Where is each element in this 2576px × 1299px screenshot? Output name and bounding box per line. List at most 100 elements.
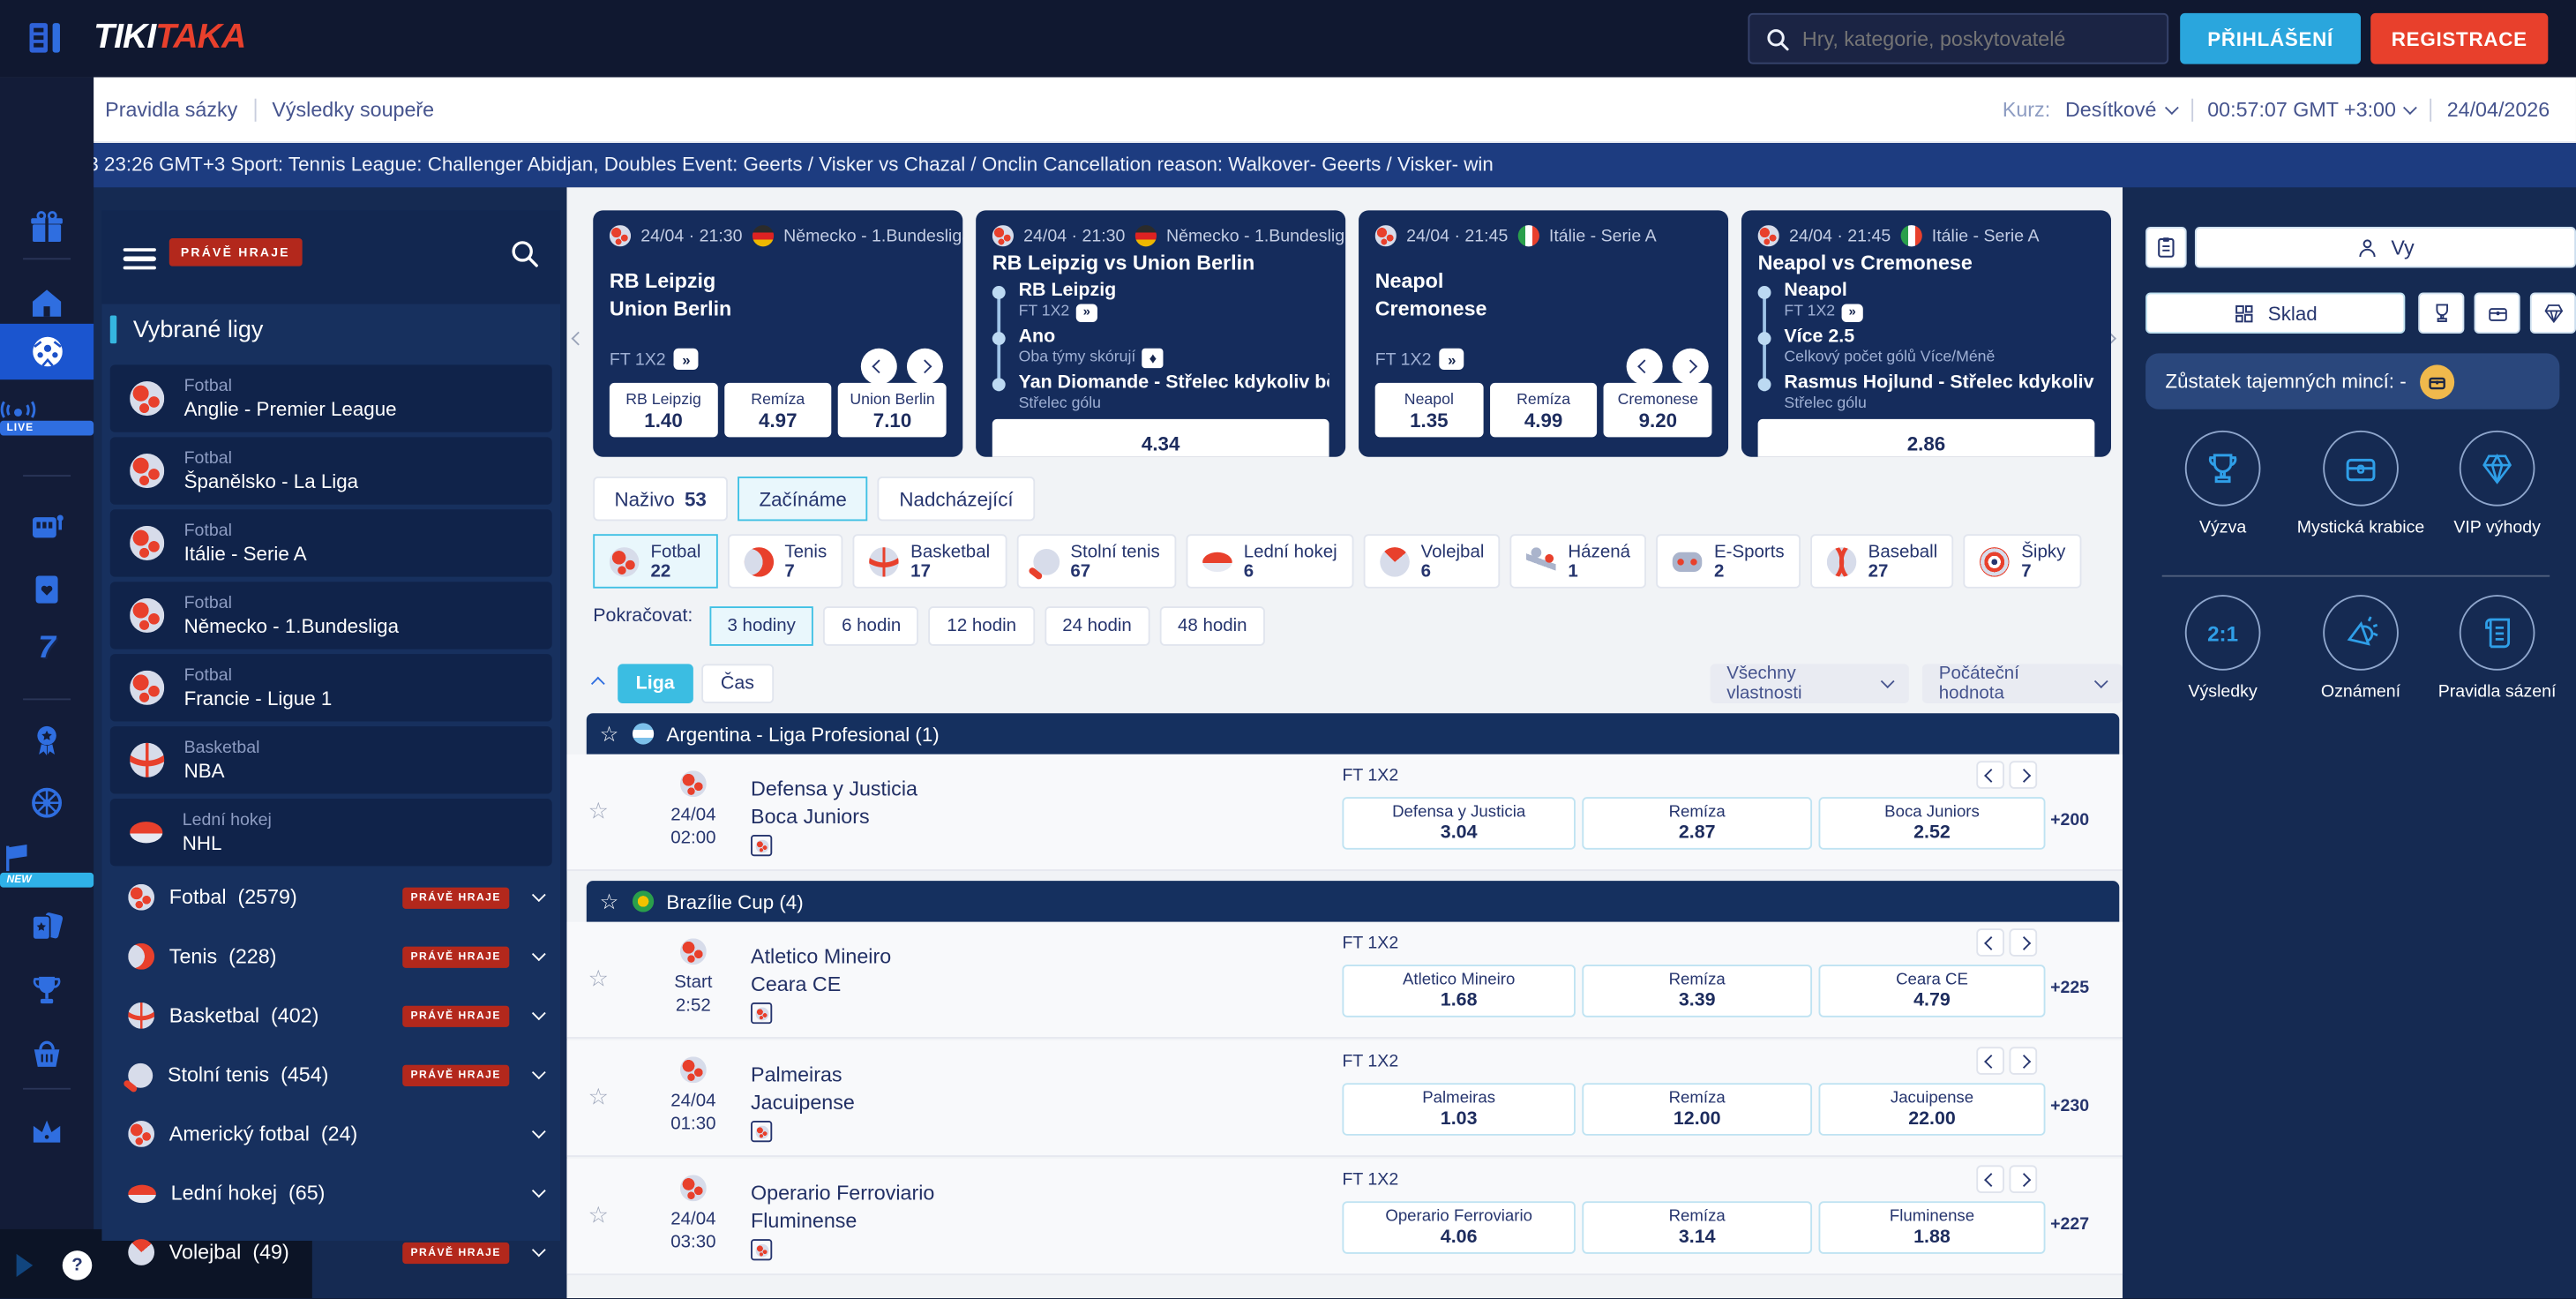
featured-league-item[interactable]: Fotbal Německo - 1.Bundesliga [109,582,552,650]
sports-soccer-icon[interactable] [0,332,94,372]
more-markets-link[interactable]: +225 [2050,978,2090,998]
sport-category-row[interactable]: Volejbal (49) PRÁVĚ HRAJE [101,1223,560,1282]
properties-dropdown[interactable]: Všechny vlastnosti [1710,664,1910,704]
featured-league-item[interactable]: Fotbal Itálie - Serie A [109,509,552,577]
tab-cas[interactable]: Čas [700,664,775,704]
star-icon[interactable]: ☆ [599,720,619,746]
odds-format-select[interactable]: Desítkové [2065,99,2179,122]
chip-hazena[interactable]: Házená 1 [1510,534,1647,589]
sidebar-search-icon[interactable] [511,240,539,268]
featured-league-item[interactable]: Lední hokej NHL [109,799,552,867]
shop-basket-icon[interactable] [0,1035,94,1073]
chip-stolni-tenis[interactable]: Stolní tenis 67 [1015,534,1177,589]
star-icon[interactable]: ☆ [599,888,619,913]
duration-48h[interactable]: 48 hodin [1159,606,1266,646]
featured-match-card[interactable]: 24/04 · 21:30 Německo - 1.Bundesliga RB … [593,210,963,457]
featured-league-item[interactable]: Fotbal Francie - Ligue 1 [109,654,552,722]
sport-category-row[interactable]: Lední hokej (65) [101,1163,560,1222]
menu-hamburger-icon[interactable] [123,244,156,275]
tile-vip-benefits[interactable]: VIP výhody [2428,430,2565,537]
tab-upcoming[interactable]: Nadcházející [878,477,1035,522]
odds-button[interactable]: Ceara CE 4.79 [1818,965,2046,1017]
login-button[interactable]: PŘIHLÁŠENÍ [2180,12,2362,64]
odds-button[interactable]: Atletico Mineiro 1.68 [1342,965,1576,1017]
sport-category-row[interactable]: Basketbal (402) PRÁVĚ HRAJE [101,986,560,1045]
featured-combo-card[interactable]: 24/04 · 21:45 Itálie - Serie A Neapol vs… [1741,210,2111,457]
card-next-button[interactable] [906,348,943,385]
tab-live[interactable]: Naživo 53 [593,477,729,522]
odds-button[interactable]: Remíza 3.14 [1582,1201,1813,1254]
tab-starting-soon[interactable]: Začínáme [738,477,869,522]
home-icon[interactable] [0,284,94,322]
mystery-box-button[interactable] [2474,292,2520,334]
sport-category-row[interactable]: Stolní tenis (454) PRÁVĚ HRAJE [101,1045,560,1104]
duration-12h[interactable]: 12 hodin [928,606,1035,646]
tile-challenge[interactable]: Výzva [2153,430,2291,537]
chip-esports[interactable]: E-Sports 2 [1656,534,1801,589]
carousel-prev-icon[interactable] [571,322,586,352]
my-bets-button[interactable]: Vy [2194,226,2576,268]
more-markets-link[interactable]: +200 [2050,810,2090,830]
lucky-seven-icon[interactable]: 7 [38,631,56,666]
tile-betting-rules[interactable]: Pravidla sázení [2428,595,2565,702]
odds-next-button[interactable] [2009,761,2038,789]
featured-combo-card[interactable]: 24/04 · 21:30 Německo - 1.Bundesliga RB … [976,210,1346,457]
casino-card-icon[interactable] [0,570,94,608]
tournaments-trophy-icon[interactable] [0,972,94,1010]
vip-button[interactable] [2529,292,2576,334]
fortune-wheel-icon[interactable] [0,784,94,822]
odds-button[interactable]: Neapol 1.35 [1374,382,1483,438]
featured-match-card[interactable]: 24/04 · 21:45 Itálie - Serie A Neapol Cr… [1359,210,1729,457]
odds-button[interactable]: Defensa y Justicia 3.04 [1342,797,1576,850]
chip-tenis[interactable]: Tenis 7 [727,534,843,589]
link-betting-rules[interactable]: Pravidla sázky [105,98,238,122]
odds-button[interactable]: Cremonese 9.20 [1604,382,1712,438]
league-section-header[interactable]: ☆ Argentina - Liga Profesional (1) [586,713,2120,755]
favorite-star-icon[interactable]: ☆ [588,965,610,991]
favorite-star-icon[interactable]: ☆ [588,1083,610,1110]
medal-icon[interactable] [0,722,94,760]
event-row[interactable]: ☆ Start 2:52 Atletico Mineiro Ceara CE FT … [566,921,2123,1039]
odds-button[interactable]: RB Leipzig 1.40 [609,382,718,438]
live-now-badge[interactable]: PRÁVĚ HRAJE [168,238,302,267]
logo[interactable]: TIKITAKA [94,18,246,57]
tile-mystery-box[interactable]: Mystická krabice [2292,430,2430,537]
register-button[interactable]: REGISTRACE [2370,12,2549,64]
odds-button[interactable]: Fluminense 1.88 [1818,1201,2046,1254]
duration-24h[interactable]: 24 hodin [1044,606,1150,646]
scratch-cards-icon[interactable] [0,909,94,947]
card-next-button[interactable] [1672,348,1709,385]
odds-prev-button[interactable] [1976,1165,2004,1193]
chip-sipky[interactable]: Šipky 7 [1964,534,2082,589]
card-prev-button[interactable] [1626,348,1663,385]
odds-button[interactable]: Remíza 4.99 [1489,382,1598,438]
chip-basketbal[interactable]: Basketbal 17 [852,534,1007,589]
odds-next-button[interactable] [2009,1047,2038,1075]
tile-results[interactable]: 2:1 Výsledky [2153,595,2291,702]
initial-value-dropdown[interactable]: Počáteční hodnota [1922,664,2123,704]
sport-category-row[interactable]: Americký fotbal (24) [101,1104,560,1163]
event-row[interactable]: ☆ 24/04 03:30 Operario Ferroviario Flumine… [566,1158,2123,1276]
duration-6h[interactable]: 6 hodin [823,606,919,646]
more-markets-link[interactable]: +230 [2050,1096,2090,1116]
featured-league-item[interactable]: Fotbal Anglie - Premier League [109,364,552,432]
combo-odds-button[interactable]: 2.86 [1757,418,2095,457]
odds-button[interactable]: Remíza 12.00 [1582,1083,1813,1136]
timezone-select[interactable]: 00:57:07 GMT +3:00 [2207,99,2418,122]
chip-ledni-hokej[interactable]: Lední hokej 6 [1186,534,1354,589]
featured-league-item[interactable]: Fotbal Španělsko - La Liga [109,437,552,505]
odds-button[interactable]: Union Berlin 7.10 [838,382,947,438]
slots-icon[interactable] [0,507,94,545]
fast-market-icon[interactable]: » [673,348,699,371]
promotions-gift-icon[interactable] [0,209,94,247]
card-prev-button[interactable] [860,348,897,385]
odds-next-button[interactable] [2009,1165,2038,1193]
combo-odds-button[interactable]: 4.34 [992,418,1329,457]
featured-league-item[interactable]: Basketbal NBA [109,726,552,794]
tile-announcements[interactable]: Oznámení [2292,595,2430,702]
chip-baseball[interactable]: Baseball 27 [1810,534,1954,589]
odds-button[interactable]: Operario Ferroviario 4.06 [1342,1201,1576,1254]
odds-button[interactable]: Remíza 3.39 [1582,965,1813,1017]
link-results[interactable]: Výsledky soupeře [272,98,435,122]
odds-prev-button[interactable] [1976,928,2004,957]
